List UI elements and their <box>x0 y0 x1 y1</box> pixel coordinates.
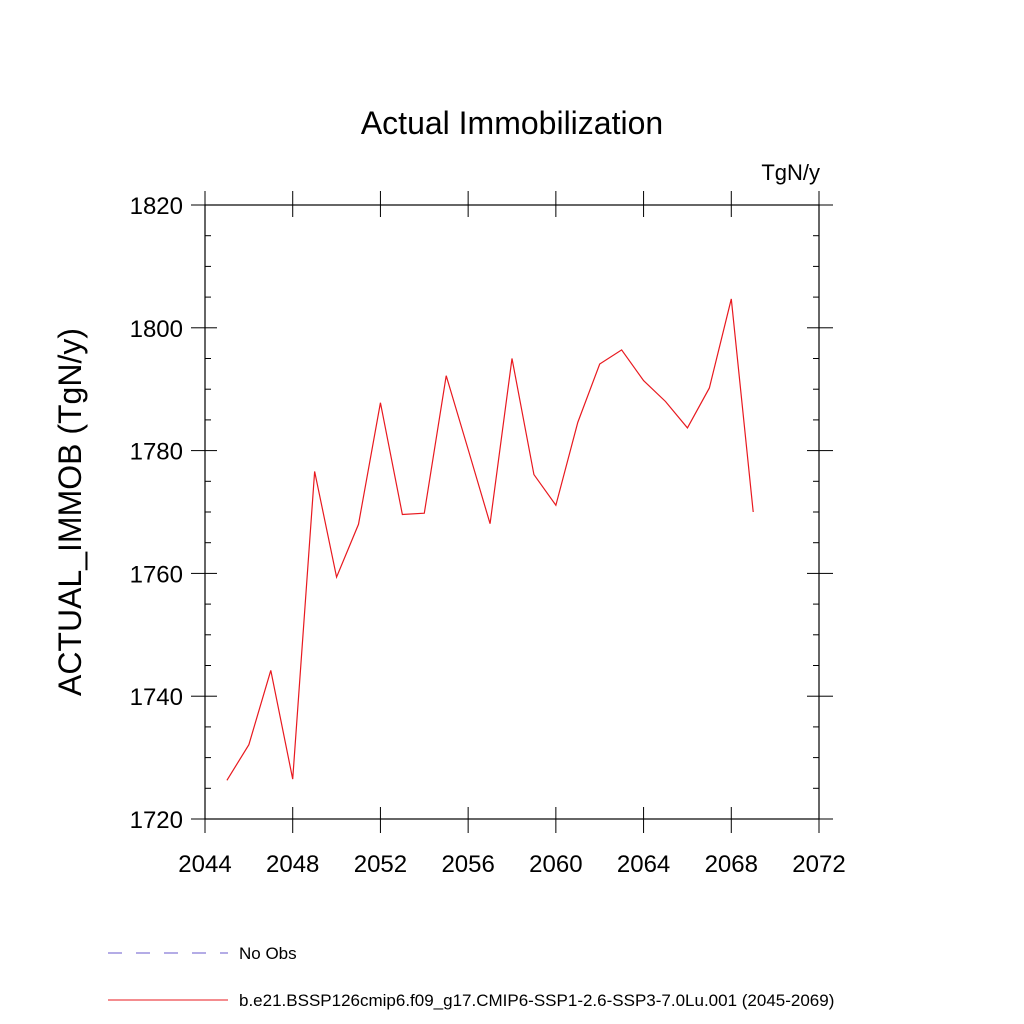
axis-ticks: 2044 2048 2052 2056 2060 2064 2068 2072 1720 1740… <box>130 191 846 878</box>
legend: No Obs b.e21.BSSP126cmip6.f09_g17.CMIP6-S… <box>108 944 834 1010</box>
series-layer <box>226 298 754 781</box>
x-tick-label: 2052 <box>354 851 407 878</box>
y-tick-label: 1720 <box>130 807 183 834</box>
plot-frame <box>204 204 820 820</box>
y-tick-label: 1820 <box>130 193 183 220</box>
legend-label-0: No Obs <box>239 944 297 963</box>
y-tick-label: 1800 <box>130 316 183 343</box>
x-tick-label: 2044 <box>178 851 231 878</box>
x-tick-label: 2064 <box>617 851 670 878</box>
y-tick-label: 1740 <box>130 684 183 711</box>
y-tick-label: 1760 <box>130 561 183 588</box>
y-axis-label: ACTUAL_IMMOB (TgN/y) <box>52 328 88 696</box>
x-tick-label: 2056 <box>441 851 494 878</box>
units-label: TgN/y <box>761 160 820 185</box>
legend-label-1: b.e21.BSSP126cmip6.f09_g17.CMIP6-SSP1-2.… <box>239 991 834 1010</box>
x-tick-label: 2072 <box>792 851 845 878</box>
x-tick-label: 2048 <box>266 851 319 878</box>
series-line-1 <box>226 298 754 781</box>
y-tick-label: 1780 <box>130 439 183 466</box>
chart-title: Actual Immobilization <box>361 105 663 141</box>
x-tick-label: 2060 <box>529 851 582 878</box>
x-tick-label: 2068 <box>705 851 758 878</box>
